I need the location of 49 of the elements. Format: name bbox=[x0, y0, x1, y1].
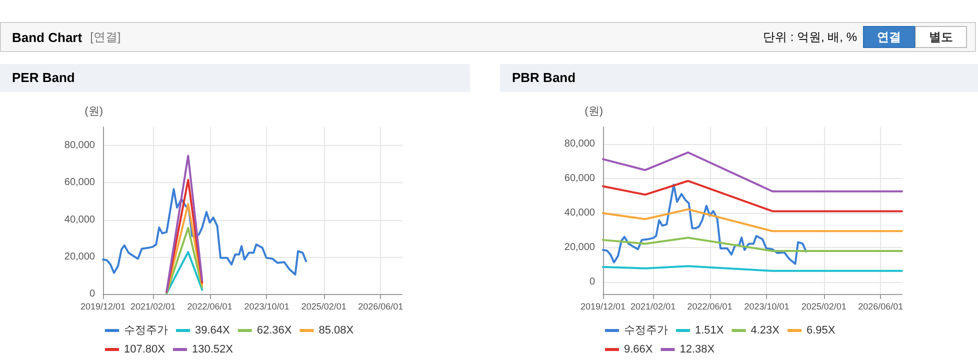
legend-label: 4.23X bbox=[750, 324, 780, 336]
line-series bbox=[602, 151, 903, 192]
x-tick-label: 2022/06/01 bbox=[187, 302, 232, 312]
x-tick-label: 2026/06/01 bbox=[858, 302, 904, 312]
x-tick-label: 2019/12/01 bbox=[580, 302, 626, 312]
line-series bbox=[602, 184, 807, 265]
legend-label: 62.36X bbox=[256, 324, 292, 336]
y-axis-title: (원) bbox=[84, 106, 103, 118]
y-tick-label: 80,000 bbox=[64, 140, 96, 152]
chart-title: PER Band bbox=[0, 64, 470, 92]
x-tick-label: 2025/02/01 bbox=[801, 302, 846, 312]
text: 별도 bbox=[915, 26, 967, 48]
x-tick-label: 2026/06/01 bbox=[358, 302, 404, 312]
legend-label: 1.51X bbox=[695, 324, 724, 336]
x-tick-label: 2025/02/01 bbox=[301, 302, 346, 312]
legend-label: 수정주가 bbox=[124, 324, 168, 336]
x-tick-label: 2022/06/01 bbox=[687, 302, 732, 312]
legend-label: 수정주가 bbox=[624, 324, 668, 336]
legend-label: 107.80X bbox=[124, 344, 166, 356]
y-axis-title: (원) bbox=[584, 106, 603, 118]
line-series bbox=[602, 208, 903, 232]
y-tick-label: 20,000 bbox=[64, 251, 96, 262]
x-tick-label: 2021/02/01 bbox=[130, 302, 176, 312]
y-tick-label: 80,000 bbox=[564, 138, 596, 150]
legend-label: 85.08X bbox=[318, 324, 354, 336]
x-tick-label: 2023/10/01 bbox=[244, 302, 290, 312]
line-series bbox=[102, 188, 307, 276]
line-series bbox=[602, 236, 903, 252]
text: 단위 : 억원, 배, % bbox=[762, 28, 857, 46]
text: Band Chart bbox=[12, 30, 82, 44]
y-tick-label: 40,000 bbox=[564, 208, 596, 219]
x-tick-label: 2019/12/01 bbox=[80, 302, 126, 312]
legend-label: 12.38X bbox=[680, 344, 716, 356]
chart-title: PBR Band bbox=[500, 64, 978, 92]
x-tick-label: 2023/10/01 bbox=[744, 302, 790, 312]
y-tick-label: 60,000 bbox=[64, 177, 96, 188]
legend-label: 6.95X bbox=[806, 324, 836, 336]
x-tick-label: 2021/02/01 bbox=[630, 302, 676, 312]
y-tick-label: 0 bbox=[89, 288, 96, 300]
y-tick-label: 60,000 bbox=[564, 173, 596, 184]
y-tick-label: 40,000 bbox=[64, 214, 96, 226]
text: [연결] bbox=[90, 28, 121, 46]
y-tick-label: 20,000 bbox=[564, 242, 596, 254]
y-tick-label: 0 bbox=[589, 276, 596, 288]
legend-label: 9.66X bbox=[624, 344, 654, 356]
line-series bbox=[602, 180, 903, 212]
legend-label: 130.52X bbox=[192, 344, 234, 356]
legend-label: 39.64X bbox=[195, 324, 231, 336]
text: 연결 bbox=[863, 26, 915, 48]
